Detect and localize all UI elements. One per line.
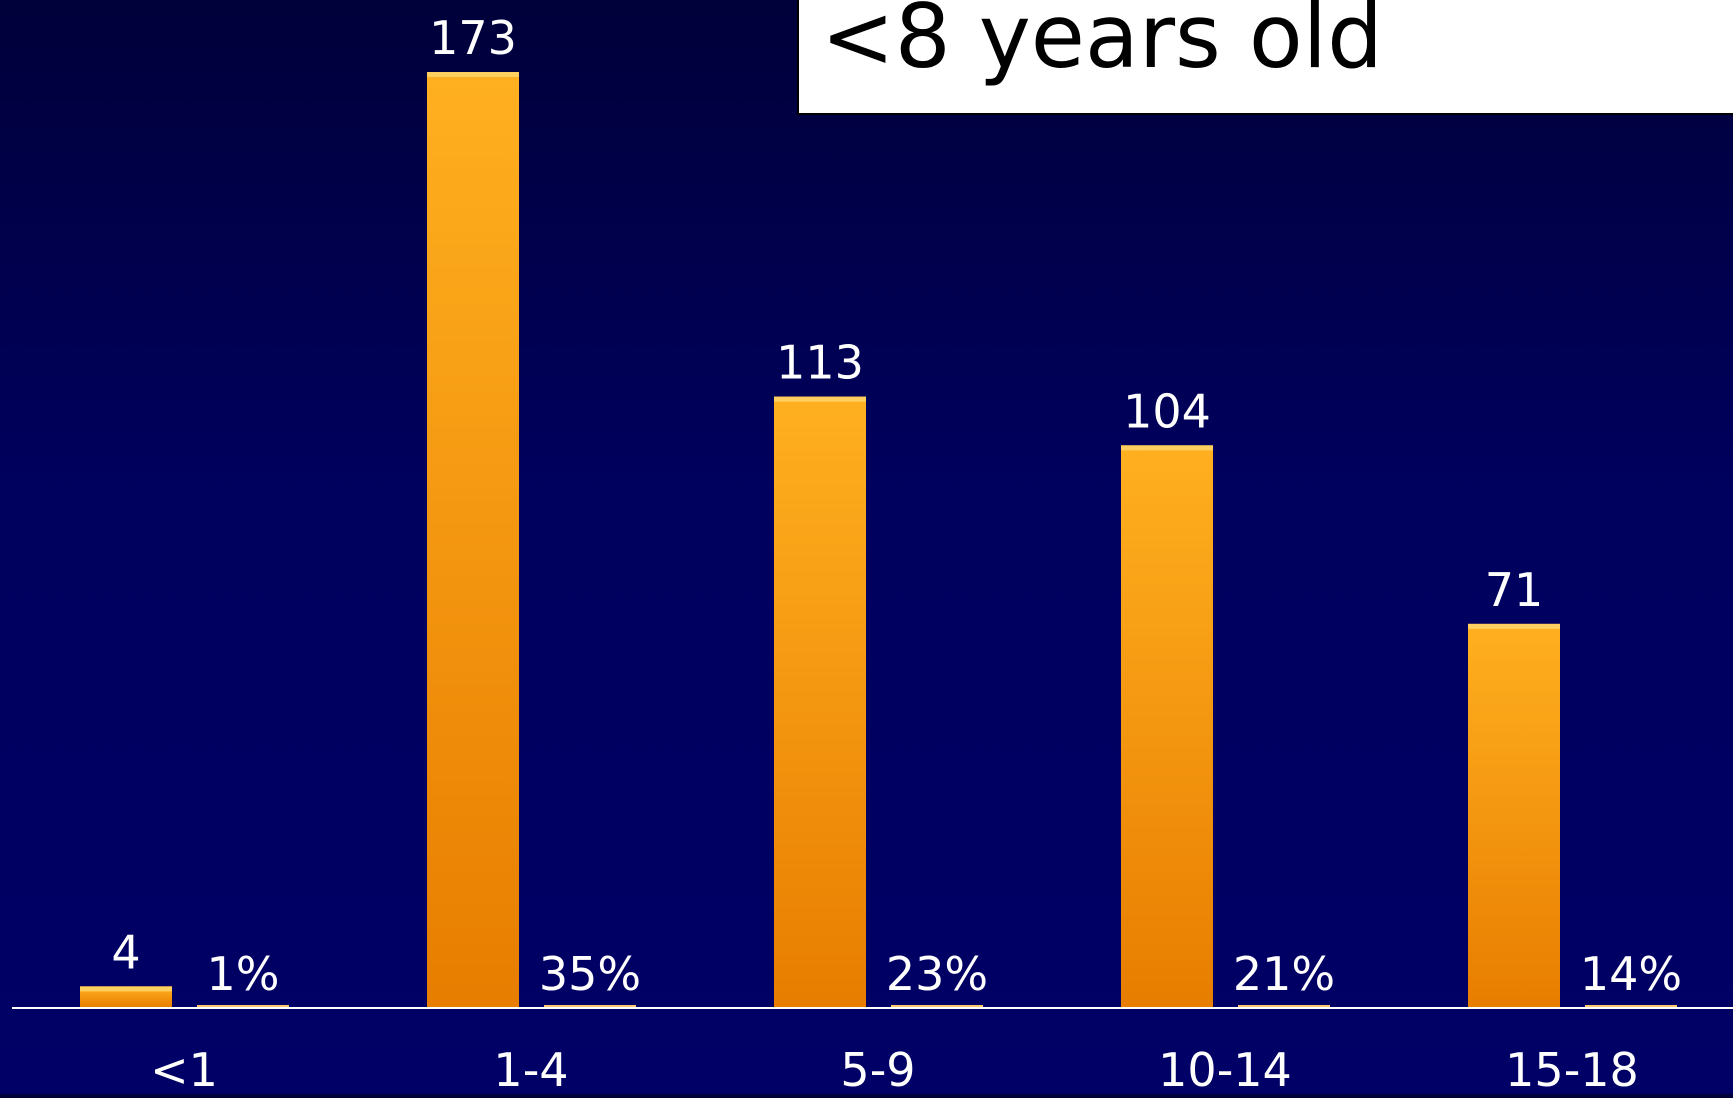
value-label-5: 71 (1485, 563, 1544, 617)
bar-4-highlight (1121, 445, 1213, 451)
percent-bar-4 (1238, 1005, 1330, 1007)
value-label-4: 104 (1123, 384, 1211, 438)
callout-text: <8 years old (821, 0, 1383, 88)
percent-label-2: 35% (539, 947, 641, 1001)
percent-label-4: 21% (1233, 947, 1335, 1001)
percent-label-3: 23% (886, 947, 988, 1001)
callout-box: <8 years old (797, 0, 1733, 115)
category-label-2: 1-4 (493, 1043, 568, 1094)
percent-bar-5 (1585, 1005, 1677, 1007)
bar-5-highlight (1468, 623, 1560, 629)
category-label-3: 5-9 (840, 1043, 915, 1094)
value-label-1: 4 (111, 925, 140, 979)
percent-bar-3 (891, 1005, 983, 1007)
category-label-4: 10-14 (1158, 1043, 1292, 1094)
value-label-2: 173 (429, 11, 517, 65)
bar-5 (1468, 623, 1560, 1008)
bar-3-highlight (774, 396, 866, 402)
value-label-3: 113 (776, 336, 864, 390)
bar-4 (1121, 445, 1213, 1008)
category-label-1: <1 (150, 1043, 218, 1094)
percent-bar-2 (544, 1005, 636, 1007)
percent-label-1: 1% (207, 947, 280, 1001)
bar-2-highlight (427, 72, 519, 77)
bar-3 (774, 396, 866, 1008)
bar-1-highlight (80, 986, 172, 992)
bar-2 (427, 72, 519, 1008)
category-label-5: 15-18 (1505, 1043, 1639, 1094)
percent-label-5: 14% (1580, 947, 1682, 1001)
percent-bar-1 (197, 1005, 289, 1007)
bar-1 (80, 986, 172, 1008)
